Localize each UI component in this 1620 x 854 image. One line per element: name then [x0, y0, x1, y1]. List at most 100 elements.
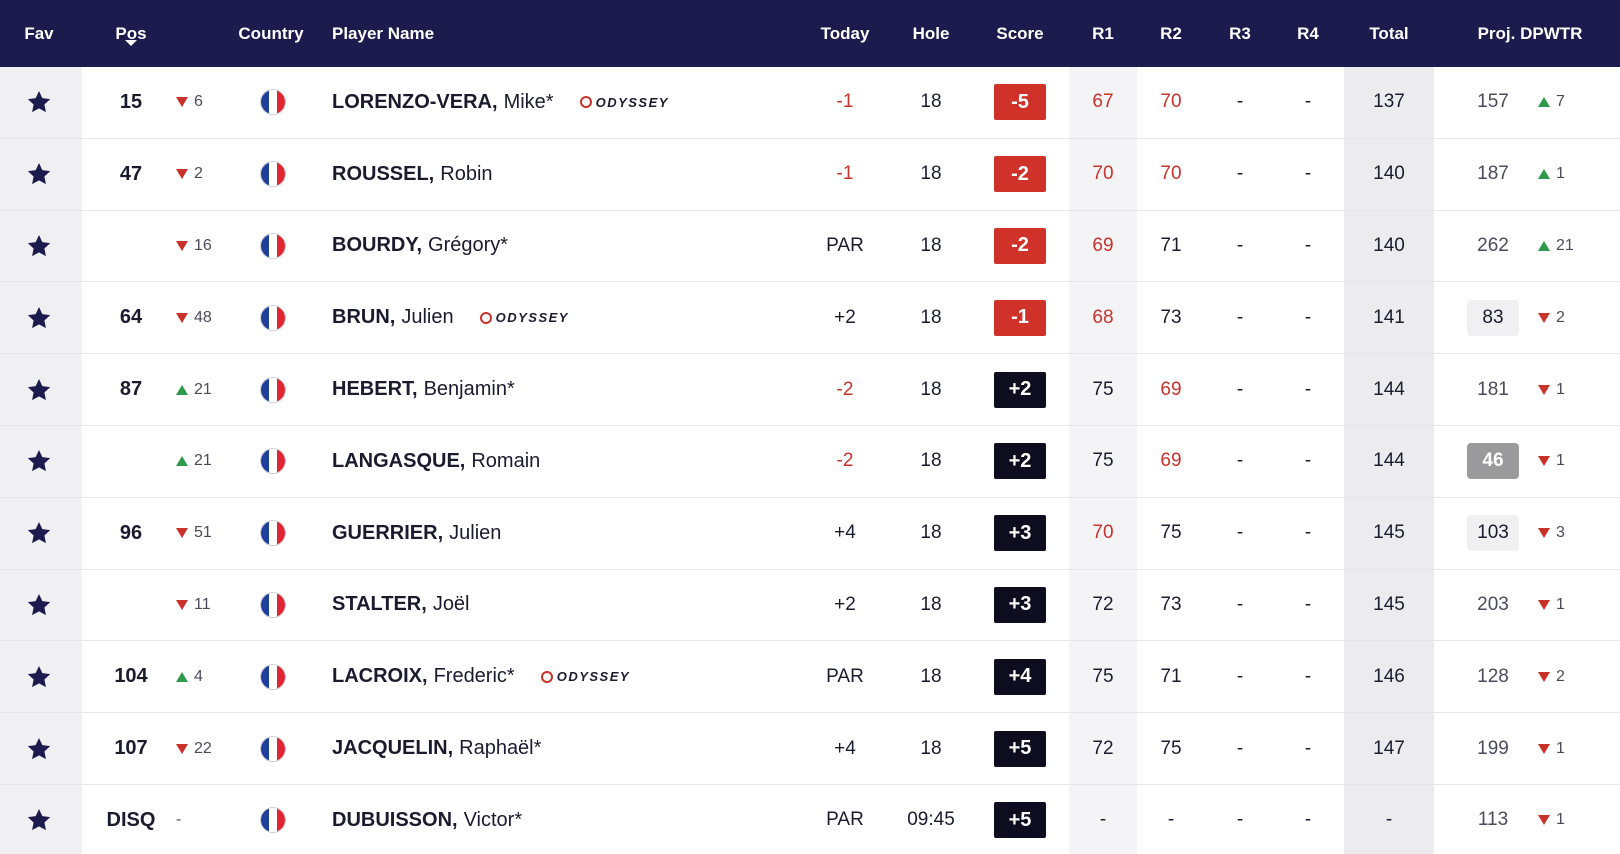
projected-arrow-icon: [1538, 456, 1550, 467]
player-name[interactable]: LACROIX, Frederic* ODYSSEY: [332, 641, 802, 712]
col-hole-header[interactable]: Hole: [912, 23, 950, 43]
france-flag-icon: [260, 232, 286, 259]
table-row[interactable]: 15 6 LORENZO-VERA, Mike* ODYSSEY -1 18 -…: [0, 67, 1620, 139]
today-score: +2: [834, 593, 856, 615]
round-2-score: 75: [1160, 737, 1182, 759]
favorite-button[interactable]: [0, 498, 78, 569]
round-3-score: -: [1236, 91, 1244, 113]
score-cell: +4: [985, 641, 1055, 712]
projected-movement-value: 1: [1556, 452, 1565, 470]
star-icon: [27, 450, 51, 472]
score-cell: +2: [985, 426, 1055, 497]
score-badge: +2: [994, 371, 1046, 408]
round-4-score: -: [1304, 450, 1312, 472]
projected-movement-value: 2: [1556, 667, 1565, 685]
col-fav-header[interactable]: Fav: [24, 23, 54, 43]
position: 87: [119, 378, 143, 401]
total-score: 137: [1373, 91, 1405, 113]
hole: 18: [920, 306, 942, 328]
player-last-name: JACQUELIN,: [332, 737, 454, 760]
france-flag-icon: [260, 448, 286, 475]
score-cell: +2: [985, 354, 1055, 425]
favorite-button[interactable]: [0, 570, 78, 641]
movement-value: 21: [194, 380, 212, 398]
round-4-score: -: [1304, 91, 1312, 113]
projected-rank-cell: 203: [1463, 570, 1523, 641]
projected-movement-value: 1: [1556, 165, 1565, 183]
favorite-button[interactable]: [0, 67, 78, 138]
table-row[interactable]: 87 21 HEBERT, Benjamin* -2 18 +2 75 69 -…: [0, 354, 1620, 426]
movement-value: 6: [194, 93, 203, 111]
col-today-header[interactable]: Today: [820, 23, 870, 43]
table-row[interactable]: 47 2 ROUSSEL, Robin -1 18 -2 70 70 - - 1…: [0, 139, 1620, 211]
col-total-header[interactable]: Total: [1369, 23, 1409, 43]
position: DISQ: [106, 808, 156, 831]
col-r1-header[interactable]: R1: [1092, 23, 1114, 43]
projected-movement-value: 1: [1556, 739, 1565, 757]
table-row[interactable]: 96 51 GUERRIER, Julien +4 18 +3 70 75 - …: [0, 498, 1620, 570]
col-player-header[interactable]: Player Name: [332, 23, 435, 43]
table-row[interactable]: 104 4 LACROIX, Frederic* ODYSSEY PAR 18 …: [0, 641, 1620, 714]
col-r3-header[interactable]: R3: [1229, 23, 1251, 43]
table-row[interactable]: DISQ - DUBUISSON, Victor* PAR 09:45 +5 -…: [0, 785, 1620, 854]
favorite-button[interactable]: [0, 641, 78, 712]
favorite-button[interactable]: [0, 713, 78, 784]
favorite-button[interactable]: [0, 354, 78, 425]
col-score-header[interactable]: Score: [996, 23, 1044, 43]
score-cell: -5: [985, 67, 1055, 138]
favorite-button[interactable]: [0, 785, 78, 854]
player-name[interactable]: STALTER, Joël: [332, 570, 802, 641]
col-r2-header[interactable]: R2: [1160, 23, 1182, 43]
hole: 18: [920, 737, 942, 759]
projected-movement-value: 1: [1556, 595, 1565, 613]
col-pos-header[interactable]: Pos: [100, 0, 162, 67]
col-r4-header[interactable]: R4: [1297, 23, 1319, 43]
player-name[interactable]: BOURDY, Grégory*: [332, 211, 802, 282]
player-last-name: HEBERT,: [332, 378, 418, 401]
player-name[interactable]: HEBERT, Benjamin*: [332, 354, 802, 425]
projected-arrow-icon: [1538, 169, 1550, 180]
score-badge: +5: [994, 730, 1046, 767]
star-icon: [27, 522, 51, 544]
hole: 18: [920, 91, 942, 113]
col-country-header[interactable]: Country: [238, 23, 304, 43]
projected-rank-cell: 181: [1463, 354, 1523, 425]
player-name[interactable]: GUERRIER, Julien: [332, 498, 802, 569]
position: 64: [119, 306, 143, 329]
player-name[interactable]: JACQUELIN, Raphaël*: [332, 713, 802, 784]
position-movement: 48: [176, 282, 236, 353]
player-name[interactable]: LORENZO-VERA, Mike* ODYSSEY: [332, 67, 802, 138]
table-row[interactable]: 11 STALTER, Joël +2 18 +3 72 73 - - 145 …: [0, 570, 1620, 642]
round-3-score: -: [1236, 665, 1244, 687]
projected-rank: 203: [1477, 593, 1509, 615]
france-flag-icon: [260, 591, 286, 618]
player-name[interactable]: ROUSSEL, Robin: [332, 139, 802, 210]
favorite-button[interactable]: [0, 139, 78, 210]
projected-rank-cell: 262: [1463, 211, 1523, 282]
hole: 18: [920, 593, 942, 615]
favorite-button[interactable]: [0, 426, 78, 497]
player-name[interactable]: BRUN, Julien ODYSSEY: [332, 282, 802, 353]
projected-movement-value: 2: [1556, 308, 1565, 326]
r1-column-shade: [1069, 67, 1137, 854]
player-name[interactable]: LANGASQUE, Romain: [332, 426, 802, 497]
round-2-score: 70: [1160, 91, 1182, 113]
country-flag: [258, 785, 288, 854]
player-first-name: Romain: [471, 449, 541, 472]
hole: 18: [920, 522, 942, 544]
player-name[interactable]: DUBUISSON, Victor*: [332, 785, 802, 854]
star-icon: [27, 593, 51, 616]
favorite-button[interactable]: [0, 211, 78, 282]
col-proj-header[interactable]: Proj. DPWTR: [1477, 23, 1583, 43]
movement-value: 21: [194, 452, 212, 470]
table-row[interactable]: 21 LANGASQUE, Romain -2 18 +2 75 69 - - …: [0, 426, 1620, 498]
position-movement: 22: [176, 713, 236, 784]
favorite-button[interactable]: [0, 282, 78, 353]
odyssey-logo-icon: [540, 670, 553, 683]
table-row[interactable]: 107 22 JACQUELIN, Raphaël* +4 18 +5 72 7…: [0, 713, 1620, 785]
projected-movement: 1: [1538, 570, 1588, 641]
table-row[interactable]: 16 BOURDY, Grégory* PAR 18 -2 69 71 - - …: [0, 211, 1620, 283]
position: 104: [114, 665, 148, 688]
projected-rank-cell: 187: [1463, 139, 1523, 210]
table-row[interactable]: 64 48 BRUN, Julien ODYSSEY +2 18 -1 68 7…: [0, 282, 1620, 355]
